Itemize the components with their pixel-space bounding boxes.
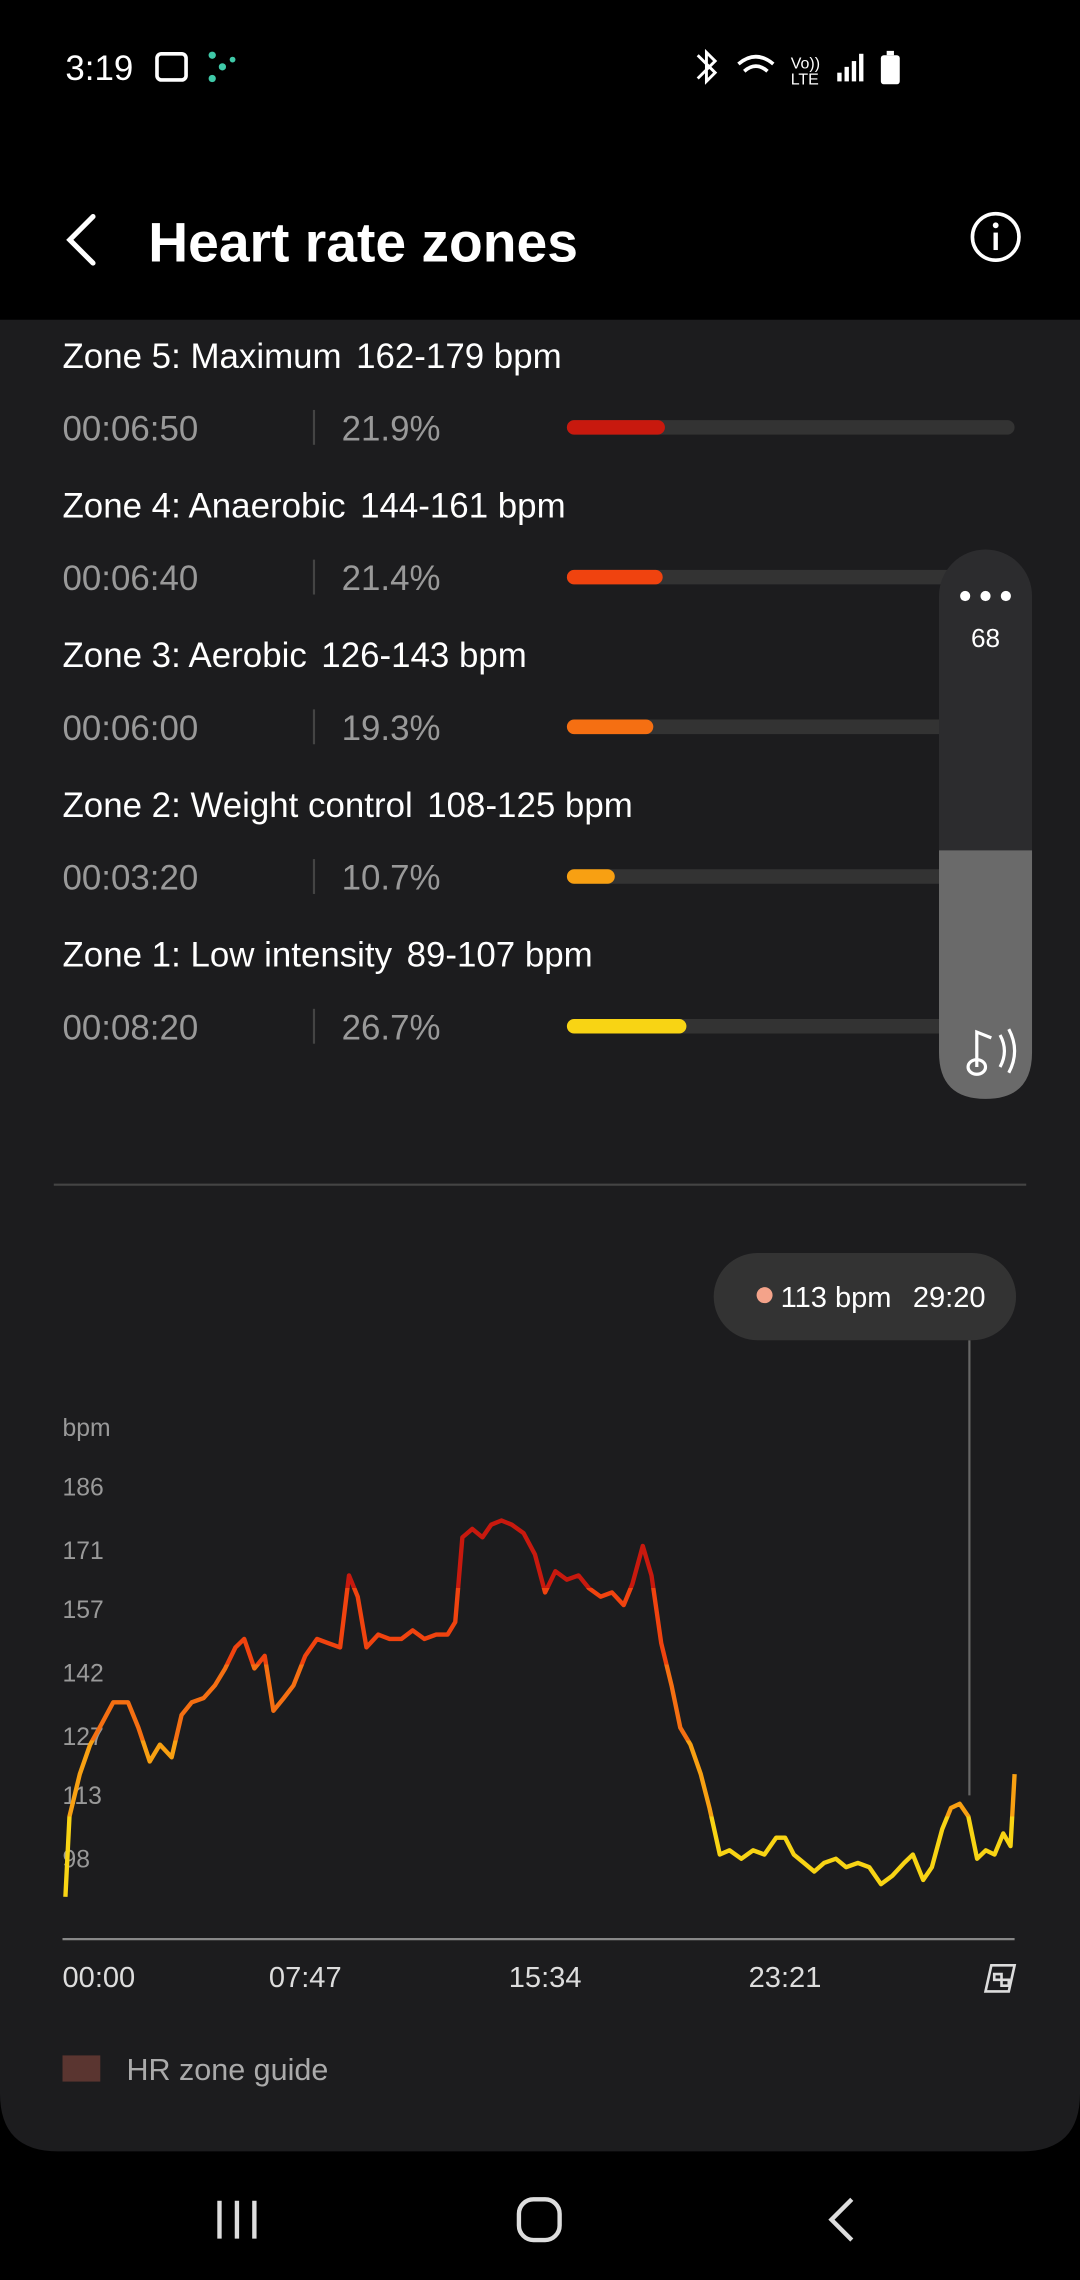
tooltip-box (713, 1253, 1017, 1341)
nav-bar (217, 2197, 854, 2243)
zone-percent: 26.7% (342, 1008, 441, 1047)
x-tick-label: 15:34 (509, 1962, 582, 1994)
zone-percent: 21.9% (342, 409, 441, 448)
zone-name: Zone 2: Weight control (63, 786, 413, 825)
zone-bar (566, 1018, 687, 1034)
zone-range: 89-107 bpm (407, 936, 593, 975)
y-tick-label: 186 (63, 1474, 104, 1501)
legend-swatch (62, 2055, 101, 2082)
volume-panel[interactable]: 68 (939, 549, 1033, 1099)
zone-time: 00:06:40 (63, 559, 199, 598)
zone-percent: 19.3% (342, 709, 441, 748)
finish-flag (983, 1963, 1017, 1993)
zone-bar-track (566, 719, 1015, 735)
x-tick-label: 00:00 (63, 1962, 136, 1994)
home-button[interactable] (516, 2197, 562, 2243)
zone-percent: 10.7% (342, 859, 441, 898)
status-icons: Vo))LTE (155, 48, 900, 88)
y-tick-label: 113 (63, 1783, 102, 1810)
zone-name: Zone 1: Low intensity (63, 936, 393, 975)
status-time: 3:19 (65, 49, 133, 88)
zone-bar (566, 569, 663, 585)
zone-name: Zone 3: Aerobic (63, 636, 307, 675)
zone-name: Zone 4: Anaerobic (63, 486, 346, 525)
x-tick-label: 23:21 (749, 1962, 822, 1994)
zone-time: 00:03:20 (63, 859, 199, 898)
recents-button[interactable] (217, 2200, 257, 2239)
svg-text:Vo)): Vo)) (791, 55, 820, 72)
back-nav-button[interactable] (828, 2197, 854, 2242)
y-tick-label: 142 (63, 1660, 104, 1687)
zone-time: 00:06:00 (63, 709, 199, 748)
header-title: Heart rate zones (148, 212, 578, 274)
zone-range: 162-179 bpm (356, 337, 562, 376)
zone-bar-track (566, 420, 1015, 435)
zone-bar (566, 420, 665, 435)
svg-text:LTE: LTE (791, 71, 819, 88)
zone-name: Zone 5: Maximum (63, 337, 342, 376)
zone-list: Zone 5: Maximum 162-179 bpm 00:06:50 21.9% Z… (63, 337, 1015, 1047)
zone-range: 144-161 bpm (360, 486, 566, 525)
zone-time: 00:06:50 (63, 409, 199, 448)
heart-rate-line (63, 1518, 1017, 1897)
zone-percent: 21.4% (342, 559, 441, 598)
zone-bar (566, 869, 615, 884)
zone-time: 00:08:20 (63, 1008, 199, 1047)
tooltip-dot (756, 1287, 773, 1304)
y-tick-label: 157 (63, 1597, 104, 1624)
zone-bar (566, 719, 654, 735)
zone-bar-track (566, 869, 1015, 884)
zone-bar-track (566, 569, 1015, 585)
zone-range: 126-143 bpm (321, 636, 527, 675)
back-button[interactable] (66, 214, 96, 266)
x-tick-label: 07:47 (269, 1962, 342, 1994)
zone-range: 108-125 bpm (427, 786, 633, 825)
info-button[interactable] (970, 211, 1021, 263)
y-axis-label: bpm (63, 1415, 111, 1442)
legend-label: HR zone guide (126, 2053, 328, 2087)
tooltip-time: 29:20 (913, 1282, 986, 1314)
tooltip-value: 113 bpm (781, 1282, 892, 1314)
volume-level: 68 (971, 623, 1000, 653)
y-tick-label: 171 (63, 1538, 104, 1565)
